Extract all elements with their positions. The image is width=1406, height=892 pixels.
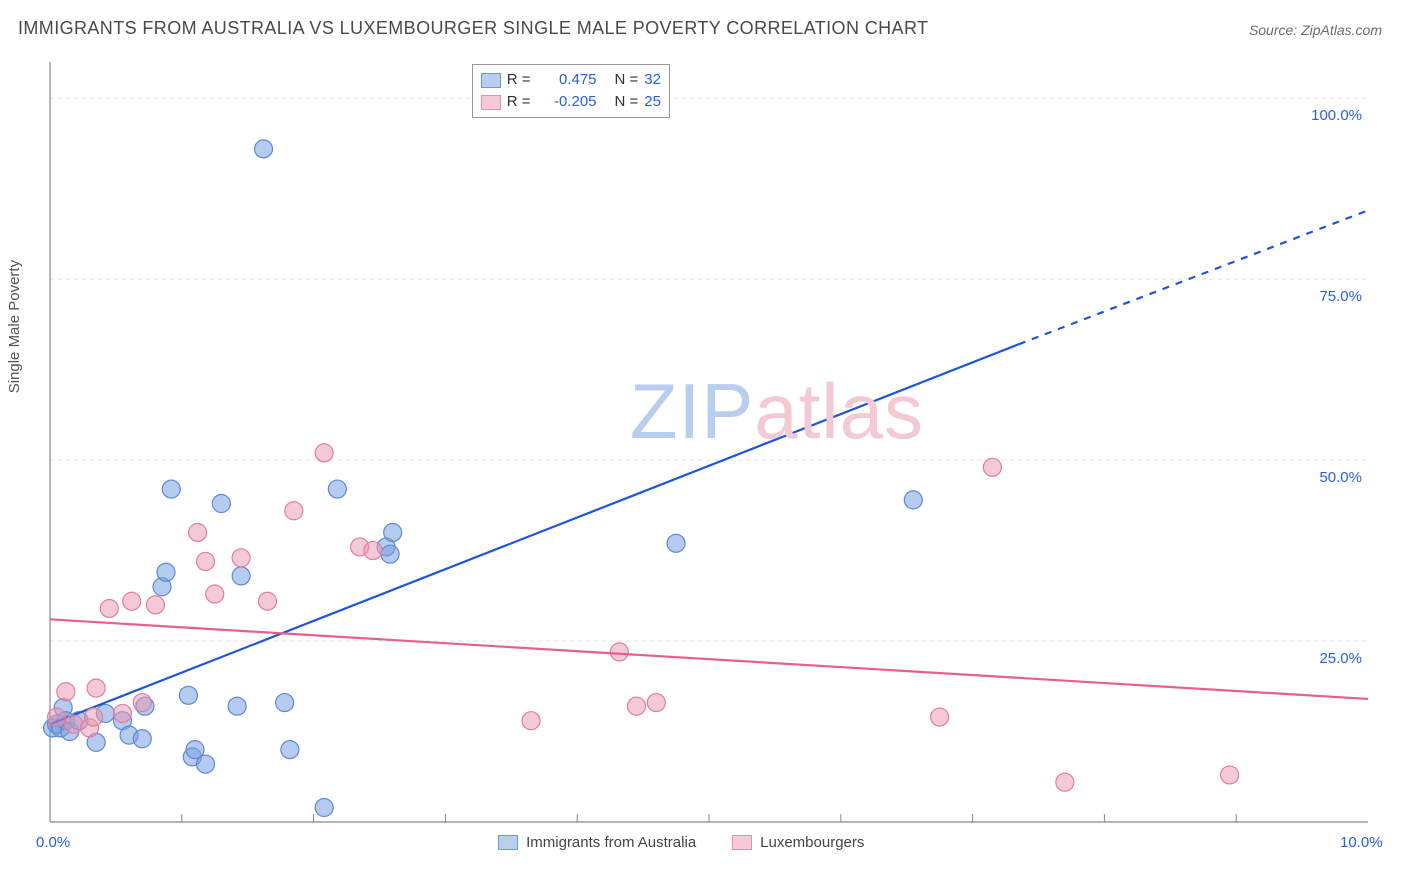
data-point xyxy=(522,712,540,730)
legend-stat-row: R = 0.475 N =32 xyxy=(481,69,661,91)
data-point xyxy=(983,458,1001,476)
data-point xyxy=(904,491,922,509)
data-point xyxy=(610,643,628,661)
data-point xyxy=(157,563,175,581)
y-tick-label: 25.0% xyxy=(1319,650,1362,667)
y-tick-label: 50.0% xyxy=(1319,469,1362,486)
legend-series-item: Luxembourgers xyxy=(732,834,864,851)
series-legend: Immigrants from Australia Luxembourgers xyxy=(498,834,864,851)
data-point xyxy=(57,683,75,701)
data-point xyxy=(197,552,215,570)
legend-series-item: Immigrants from Australia xyxy=(498,834,696,851)
data-point xyxy=(258,592,276,610)
correlation-legend: R = 0.475 N =32 R = -0.205 N =25 xyxy=(472,64,670,118)
legend-n-value: 32 xyxy=(644,69,661,91)
legend-series-label: Luxembourgers xyxy=(760,834,864,851)
data-point xyxy=(100,599,118,617)
data-point xyxy=(133,730,151,748)
legend-n-label: N = xyxy=(615,91,639,113)
data-point xyxy=(285,502,303,520)
legend-series-label: Immigrants from Australia xyxy=(526,834,696,851)
data-point xyxy=(133,694,151,712)
data-point xyxy=(146,596,164,614)
data-point xyxy=(87,679,105,697)
data-point xyxy=(113,704,131,722)
legend-swatch xyxy=(498,835,518,850)
legend-r-value: 0.475 xyxy=(537,69,597,91)
data-point xyxy=(931,708,949,726)
data-point xyxy=(197,755,215,773)
data-point xyxy=(667,534,685,552)
data-point xyxy=(384,523,402,541)
data-point xyxy=(628,697,646,715)
y-tick-label: 75.0% xyxy=(1319,288,1362,305)
data-point xyxy=(84,708,102,726)
y-tick-label: 100.0% xyxy=(1311,107,1362,124)
data-point xyxy=(276,694,294,712)
data-point xyxy=(65,715,83,733)
data-point xyxy=(647,694,665,712)
data-point xyxy=(162,480,180,498)
data-point xyxy=(381,545,399,563)
data-point xyxy=(179,686,197,704)
data-point xyxy=(364,542,382,560)
data-point xyxy=(232,549,250,567)
legend-swatch xyxy=(481,95,501,110)
chart-container: IMMIGRANTS FROM AUSTRALIA VS LUXEMBOURGE… xyxy=(0,0,1406,892)
data-point xyxy=(228,697,246,715)
data-point xyxy=(123,592,141,610)
data-point xyxy=(1056,773,1074,791)
legend-n-label: N = xyxy=(615,69,639,91)
data-point xyxy=(281,741,299,759)
legend-r-label: R = xyxy=(507,69,531,91)
axis-origin-label: 0.0% xyxy=(36,834,70,851)
legend-swatch xyxy=(732,835,752,850)
legend-stat-row: R = -0.205 N =25 xyxy=(481,91,661,113)
scatter-chart: 25.0% 50.0% 75.0% 100.0% xyxy=(0,0,1406,892)
data-point xyxy=(206,585,224,603)
data-point xyxy=(48,708,66,726)
legend-swatch xyxy=(481,73,501,88)
axis-xmax-label: 10.0% xyxy=(1340,834,1383,851)
legend-r-label: R = xyxy=(507,91,531,113)
legend-n-value: 25 xyxy=(644,91,661,113)
data-point xyxy=(315,444,333,462)
data-point xyxy=(255,140,273,158)
data-point xyxy=(212,495,230,513)
data-point xyxy=(328,480,346,498)
data-point xyxy=(1221,766,1239,784)
legend-r-value: -0.205 xyxy=(537,91,597,113)
data-point xyxy=(315,799,333,817)
data-point xyxy=(232,567,250,585)
data-point xyxy=(189,523,207,541)
